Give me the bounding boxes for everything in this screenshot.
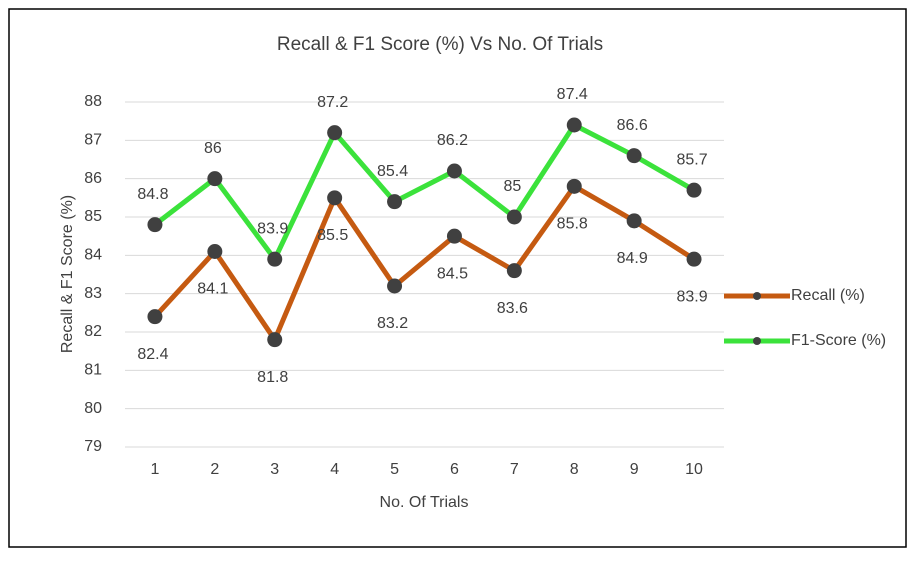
series-line xyxy=(153,122,696,262)
data-point xyxy=(327,125,343,141)
data-label: 83.9 xyxy=(257,220,288,237)
chart-border xyxy=(8,8,907,548)
data-label: 81.8 xyxy=(257,369,288,386)
y-tick-label: 86 xyxy=(84,170,102,187)
legend-label: F1-Score (%) xyxy=(791,332,886,349)
data-point xyxy=(626,148,642,164)
data-point xyxy=(506,209,522,225)
x-tick-label: 4 xyxy=(330,461,339,478)
data-point xyxy=(686,182,702,198)
data-point xyxy=(446,163,462,179)
data-point xyxy=(267,332,283,348)
data-point xyxy=(327,190,343,206)
data-label: 85.4 xyxy=(377,163,408,180)
data-label: 85.7 xyxy=(676,151,707,168)
x-tick-label: 3 xyxy=(270,461,279,478)
x-axis-label: No. Of Trials xyxy=(380,494,469,511)
y-tick-label: 88 xyxy=(84,93,102,110)
y-tick-label: 81 xyxy=(84,362,102,379)
data-point xyxy=(207,171,223,187)
data-label: 84.8 xyxy=(137,186,168,203)
data-point xyxy=(566,117,582,133)
data-label: 85.5 xyxy=(317,227,348,244)
data-point xyxy=(446,228,462,244)
y-tick-label: 85 xyxy=(84,208,102,225)
data-label: 86 xyxy=(204,140,222,157)
data-label: 83.9 xyxy=(676,288,707,305)
data-label: 85 xyxy=(503,178,521,195)
x-tick-label: 8 xyxy=(570,461,579,478)
y-tick-label: 82 xyxy=(84,323,102,340)
data-label: 87.2 xyxy=(317,94,348,111)
legend-marker xyxy=(753,292,761,300)
data-point xyxy=(506,263,522,279)
data-point xyxy=(626,213,642,229)
data-point xyxy=(566,178,582,194)
data-label: 85.8 xyxy=(557,216,588,233)
data-label: 83.2 xyxy=(377,315,408,332)
data-point xyxy=(147,309,163,325)
legend-marker xyxy=(753,337,761,345)
data-label: 87.4 xyxy=(557,86,588,103)
chart-title: Recall & F1 Score (%) Vs No. Of Trials xyxy=(277,34,603,55)
data-label: 84.9 xyxy=(617,250,648,267)
data-point xyxy=(686,251,702,267)
data-label: 82.4 xyxy=(137,346,168,363)
data-point xyxy=(267,251,283,267)
data-point xyxy=(147,217,163,233)
y-tick-label: 79 xyxy=(84,438,102,455)
series-line xyxy=(153,183,696,343)
x-tick-label: 5 xyxy=(390,461,399,478)
data-label: 84.1 xyxy=(197,281,228,298)
data-label: 86.6 xyxy=(617,117,648,134)
y-tick-label: 80 xyxy=(84,400,102,417)
data-point xyxy=(207,244,223,259)
y-tick-label: 83 xyxy=(84,285,102,302)
data-label: 86.2 xyxy=(437,132,468,149)
x-tick-label: 7 xyxy=(510,461,519,478)
data-point xyxy=(387,194,403,210)
y-tick-label: 84 xyxy=(84,247,102,264)
x-tick-label: 10 xyxy=(685,461,703,478)
data-point xyxy=(387,278,403,294)
data-label: 84.5 xyxy=(437,265,468,282)
x-tick-label: 1 xyxy=(150,461,159,478)
x-tick-label: 6 xyxy=(450,461,459,478)
x-tick-label: 9 xyxy=(630,461,639,478)
y-axis-label: Recall & F1 Score (%) xyxy=(59,195,76,353)
legend-label: Recall (%) xyxy=(791,287,865,304)
y-tick-label: 87 xyxy=(84,132,102,149)
x-tick-label: 2 xyxy=(210,461,219,478)
data-label: 83.6 xyxy=(497,300,528,317)
